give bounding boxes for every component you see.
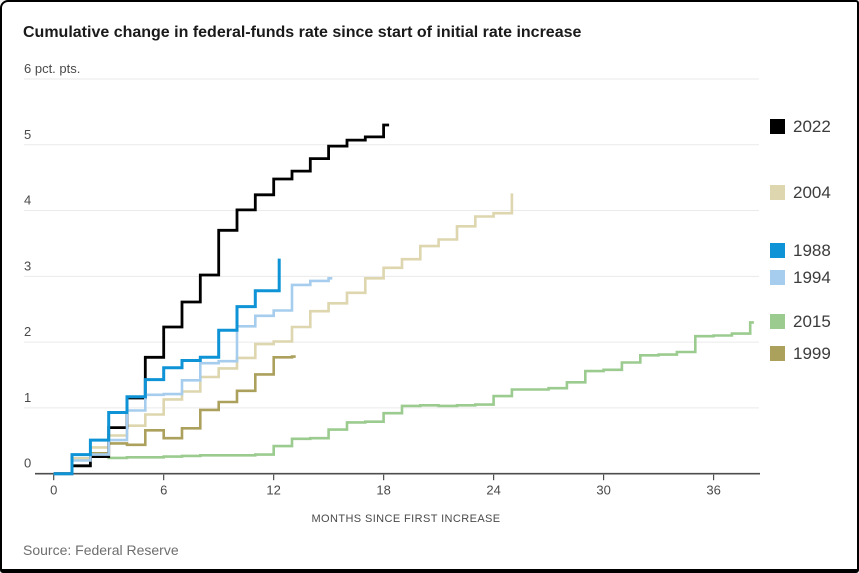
- legend-label-2015: 2015: [793, 311, 831, 331]
- x-tick-label-18: 18: [376, 483, 390, 498]
- x-tick-label-24: 24: [486, 483, 500, 498]
- series-line-2015: [53, 321, 754, 475]
- legend-item-1988: 1988: [770, 239, 831, 261]
- legend-label-2022: 2022: [793, 116, 831, 136]
- legend-swatch-2004: [770, 184, 785, 200]
- series-line-1994: [53, 277, 333, 475]
- chart-legend: 2022 2004 1988 1994 2015 1999: [770, 2, 857, 422]
- series-line-1999: [53, 355, 296, 475]
- legend-swatch-2022: [770, 118, 785, 134]
- y-tick-label-3: 3: [24, 258, 31, 273]
- x-tick-label-0: 0: [50, 483, 57, 498]
- x-axis-title: MONTHS SINCE FIRST INCREASE: [311, 513, 501, 525]
- source-note: Source: Federal Reserve: [23, 542, 179, 558]
- x-tick-label-36: 36: [706, 483, 720, 498]
- y-tick-label-6: 6 pct. pts.: [24, 61, 80, 76]
- legend-item-2004: 2004: [770, 181, 831, 203]
- legend-label-1994: 1994: [793, 267, 831, 287]
- legend-swatch-1999: [770, 345, 785, 361]
- y-tick-label-4: 4: [24, 193, 31, 208]
- legend-label-1988: 1988: [793, 240, 831, 260]
- legend-swatch-1988: [770, 242, 785, 258]
- legend-swatch-2015: [770, 313, 785, 329]
- legend-swatch-1994: [770, 269, 785, 285]
- x-tick-label-6: 6: [160, 483, 167, 498]
- y-tick-label-5: 5: [24, 127, 31, 142]
- legend-label-2004: 2004: [793, 182, 831, 202]
- series-line-2004: [53, 193, 514, 475]
- legend-item-2015: 2015: [770, 310, 831, 332]
- legend-label-1999: 1999: [793, 343, 831, 363]
- legend-item-1999: 1999: [770, 342, 831, 364]
- x-tick-label-12: 12: [266, 483, 280, 498]
- series-line-1988: [53, 258, 281, 476]
- y-tick-label-0: 0: [24, 456, 31, 471]
- chart-title: Cumulative change in federal-funds rate …: [23, 24, 582, 41]
- series-line-2022: [53, 123, 390, 476]
- x-tick-label-30: 30: [596, 483, 610, 498]
- y-tick-label-1: 1: [24, 390, 31, 405]
- y-tick-label-2: 2: [24, 324, 31, 339]
- legend-item-2022: 2022: [770, 115, 831, 137]
- legend-item-1994: 1994: [770, 266, 831, 288]
